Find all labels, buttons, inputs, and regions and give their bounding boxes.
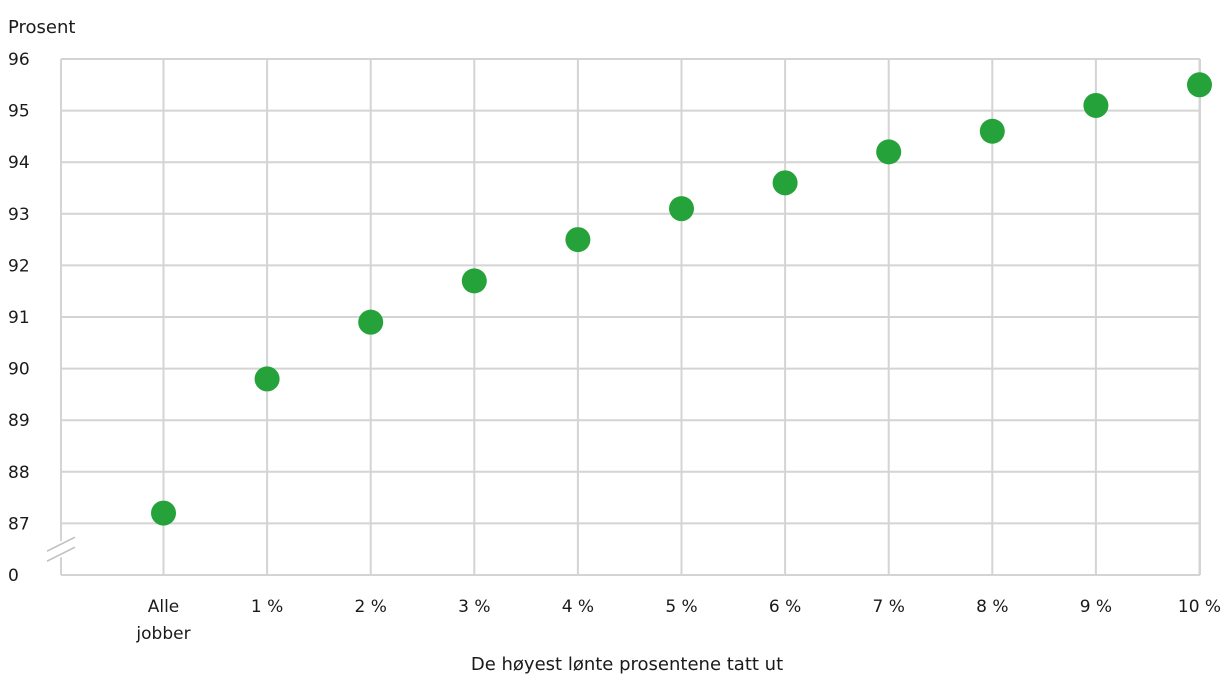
y-tick-label: 92 — [8, 256, 30, 276]
y-tick-label: 91 — [8, 308, 30, 328]
data-point — [151, 500, 176, 526]
axis-break-mark — [46, 546, 76, 562]
x-tick-label: 6 % — [769, 597, 801, 617]
y-tick-label: 0 — [8, 566, 19, 586]
x-axis-title: De høyest lønte prosentene tatt ut — [471, 654, 783, 675]
data-point — [1083, 92, 1109, 118]
x-tick-label: 5 % — [665, 597, 697, 617]
data-point — [1187, 72, 1212, 98]
gridlines — [61, 58, 1201, 575]
x-tick-label: 7 % — [873, 597, 905, 617]
y-tick-labels: 0 87 88 89 90 91 92 93 94 95 96 — [8, 50, 30, 586]
data-point — [565, 227, 591, 253]
x-tick-label: 3 % — [458, 597, 490, 617]
data-point — [669, 196, 694, 222]
y-tick-label: 90 — [8, 360, 30, 380]
y-tick-label: 87 — [8, 514, 30, 534]
axes — [46, 59, 1200, 576]
axis-break-mark — [46, 536, 76, 552]
data-point — [358, 309, 384, 335]
data-point — [979, 118, 1005, 144]
x-tick-labels: Alle jobber 1 % 2 % 3 % 4 % 5 % 6 % 7 % 8 % 9 % 10 … — [135, 597, 1221, 644]
y-tick-label: 96 — [8, 50, 30, 70]
data-point — [772, 170, 798, 196]
x-tick-label: Alle jobber — [135, 597, 190, 644]
data-points — [151, 72, 1212, 526]
y-tick-label: 94 — [8, 153, 30, 173]
x-tick-label: 2 % — [355, 597, 387, 617]
y-tick-label: 93 — [8, 205, 30, 225]
x-tick-label: 10 % — [1178, 597, 1221, 617]
y-tick-label: 89 — [8, 411, 30, 431]
y-tick-label: 95 — [8, 102, 30, 122]
x-tick-label: 8 % — [976, 597, 1008, 617]
x-tick-label: 1 % — [251, 597, 283, 617]
x-tick-label: 9 % — [1080, 597, 1112, 617]
y-axis-title: Prosent — [8, 17, 75, 38]
data-point — [461, 268, 487, 294]
x-tick-label: 4 % — [562, 597, 594, 617]
data-point — [254, 366, 280, 392]
data-point — [876, 139, 902, 165]
y-tick-label: 88 — [8, 463, 30, 483]
